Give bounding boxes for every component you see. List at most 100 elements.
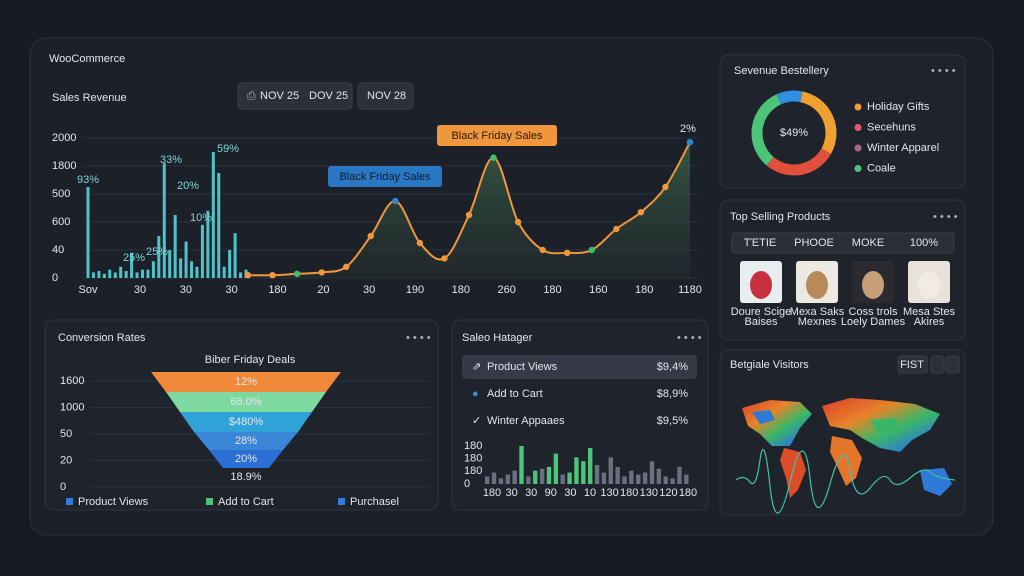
legend-label: Winter Apparel xyxy=(867,142,939,154)
world-map xyxy=(742,398,952,498)
bar-annotation: 10% xyxy=(190,212,212,224)
bar xyxy=(184,241,188,278)
x-axis-label: 1180 xyxy=(678,284,702,296)
bar xyxy=(588,447,593,484)
date-start: NOV 25 xyxy=(260,90,299,102)
donut-center-label: $49% xyxy=(780,127,808,139)
menu-dots[interactable]: • • • • xyxy=(406,332,431,344)
row-label[interactable]: Winter Appaaes xyxy=(487,415,565,427)
bar xyxy=(553,453,559,484)
y-axis-label: 1600 xyxy=(60,375,84,387)
row-value: $9,5% xyxy=(657,415,688,427)
bar xyxy=(656,468,662,484)
bar xyxy=(102,273,106,278)
funnel-label: 20% xyxy=(235,453,257,465)
visitors-panel xyxy=(719,349,966,516)
x-axis-label: 180 xyxy=(620,487,638,499)
funnel-stage xyxy=(194,432,298,450)
product-name: Mesa Stes xyxy=(903,306,955,318)
map-region xyxy=(752,410,775,424)
y-axis-label: 500 xyxy=(52,188,70,200)
menu-dots[interactable]: • • • • xyxy=(677,332,702,344)
bar xyxy=(670,478,675,484)
donut-segment xyxy=(766,148,832,176)
dropdown-button[interactable] xyxy=(945,355,960,374)
funnel-stage xyxy=(166,392,326,412)
menu-dots[interactable]: • • • • xyxy=(931,65,956,77)
legend-label: Secehuns xyxy=(867,121,916,133)
table-header xyxy=(731,232,955,254)
funnel-stage xyxy=(151,372,341,392)
x-axis-label: 30 xyxy=(134,284,146,296)
bar xyxy=(581,461,586,484)
donut-segment xyxy=(799,91,837,154)
row-label[interactable]: Product Views xyxy=(487,361,558,373)
bar xyxy=(512,470,517,484)
revenue-area xyxy=(248,142,690,278)
product-name: Baises xyxy=(744,316,778,328)
x-axis-label: 180 xyxy=(483,487,501,499)
bar xyxy=(629,470,634,484)
x-axis-label: 30 xyxy=(363,284,375,296)
bar xyxy=(498,478,504,484)
product-name: Akires xyxy=(914,316,945,328)
legend-label: Holiday Gifts xyxy=(867,101,930,113)
y-axis-label: 1000 xyxy=(60,401,84,413)
line-point xyxy=(539,246,546,254)
x-axis-label: 130 xyxy=(600,487,618,499)
table-header-label: MOKE xyxy=(852,237,884,249)
icon-button[interactable] xyxy=(930,355,945,374)
bar xyxy=(485,476,490,484)
menu-dots[interactable]: • • • • xyxy=(933,211,958,223)
sales-chart: 2000 1800 500 600 40 0 Sov 30 30 30 180 20 30 190 180 2… xyxy=(52,132,702,296)
product-figure xyxy=(862,271,884,299)
line-point xyxy=(244,272,252,279)
line-point xyxy=(392,197,399,205)
x-axis-label: 260 xyxy=(497,284,515,296)
date-button[interactable] xyxy=(357,82,414,110)
y-axis-label: 20 xyxy=(60,454,72,466)
bar xyxy=(608,457,613,484)
bar-annotation: 93% xyxy=(77,174,99,186)
bar xyxy=(206,210,210,278)
x-axis-label: 20 xyxy=(317,284,329,296)
table-header-label: PHOOE xyxy=(794,237,834,249)
legend-swatch xyxy=(854,144,862,152)
y-axis-label: 180 xyxy=(464,465,482,477)
x-axis-label: 180 xyxy=(268,284,286,296)
bar xyxy=(124,271,128,278)
product-name: Loely Dames xyxy=(841,316,906,328)
row-highlight xyxy=(462,355,697,379)
filter-button[interactable] xyxy=(897,355,928,374)
x-axis-label: 180 xyxy=(452,284,470,296)
line-point xyxy=(367,232,374,240)
bar xyxy=(491,472,497,484)
bar xyxy=(200,224,204,278)
row-label[interactable]: Add to Cart xyxy=(487,388,543,400)
panel-title: Conversion Rates xyxy=(58,332,146,344)
bar xyxy=(684,474,689,484)
bar-annotation: 25% xyxy=(123,252,145,264)
x-axis-label: 180 xyxy=(635,284,653,296)
continent xyxy=(780,448,806,498)
y-axis-label: 0 xyxy=(60,481,66,493)
product-figure xyxy=(806,271,828,299)
bar xyxy=(190,261,194,278)
product-figure xyxy=(918,271,940,299)
x-axis-label: 10 xyxy=(584,487,596,499)
bar xyxy=(601,472,607,484)
bar xyxy=(162,163,166,278)
x-axis-label: Sov xyxy=(79,284,98,296)
row-value: $8,9% xyxy=(657,388,688,400)
line-point xyxy=(588,246,595,254)
filter-button-label: FIST xyxy=(900,359,924,371)
donut-chart xyxy=(751,90,837,176)
legend-swatch xyxy=(338,498,345,505)
bar-annotation: 20% xyxy=(177,180,199,192)
y-axis-label: 180 xyxy=(464,453,482,465)
bar xyxy=(519,446,524,484)
bar xyxy=(140,269,144,278)
product-name: Doure Scige xyxy=(731,306,792,318)
date-range-button[interactable] xyxy=(237,82,353,110)
x-axis-label: 130 xyxy=(640,487,658,499)
